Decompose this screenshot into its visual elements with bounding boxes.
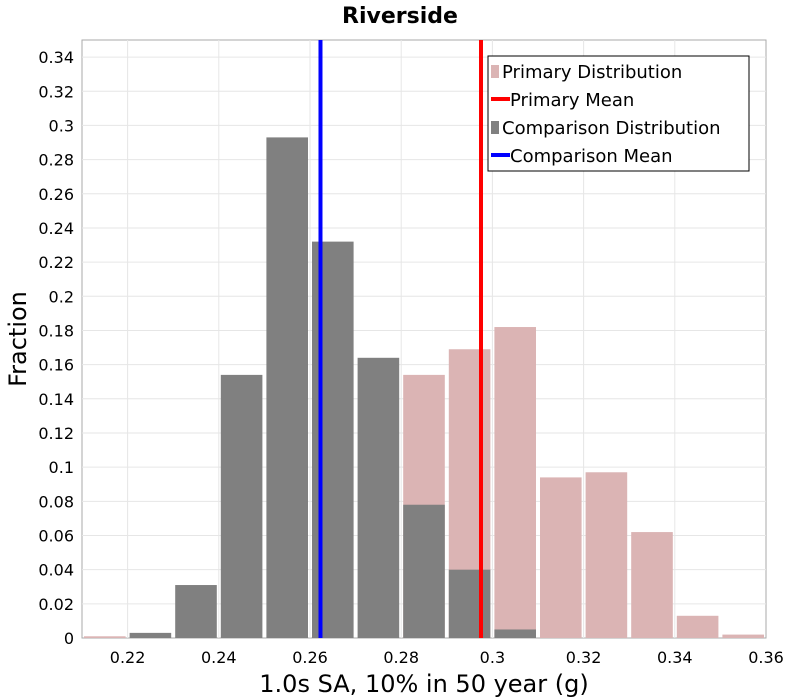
bar-primary-distribution	[540, 477, 582, 638]
bars	[84, 137, 764, 639]
bar-primary-distribution	[676, 615, 719, 638]
legend-label-primary-mean: Primary Mean	[510, 90, 634, 111]
bar-comparison-distribution	[175, 585, 217, 638]
y-tick-label: 0.24	[38, 219, 74, 238]
x-tick-label: 0.3	[480, 648, 505, 667]
bar-comparison-distribution	[312, 241, 354, 638]
y-tick-label: 0.12	[38, 424, 74, 443]
y-tick-label: 0.18	[38, 321, 74, 340]
y-tick-label: 0.3	[49, 116, 74, 135]
y-tick-label: 0.1	[49, 458, 74, 477]
legend-swatch-primary-mean	[491, 97, 510, 101]
legend-swatch-comparison-distribution	[491, 121, 499, 134]
y-axis-label: Fraction	[4, 291, 32, 387]
y-tick-label: 0.08	[38, 492, 74, 511]
bar-comparison-distribution	[403, 504, 445, 638]
y-tick-label: 0.02	[38, 595, 74, 614]
x-tick-label: 0.36	[748, 648, 784, 667]
legend-swatch-primary-distribution	[491, 65, 499, 78]
legend: Primary Distribution Primary Mean Compar…	[487, 55, 750, 172]
mean-lines	[318, 40, 483, 638]
bar-comparison-distribution	[266, 137, 308, 639]
bar-primary-distribution	[631, 532, 673, 638]
legend-label-primary-distribution: Primary Distribution	[502, 62, 682, 83]
y-tick-label: 0	[64, 629, 74, 648]
legend-label-comparison-mean: Comparison Mean	[510, 146, 673, 167]
y-tick-label: 0.28	[38, 151, 74, 170]
y-tick-label: 0.04	[38, 561, 74, 580]
y-tick-label: 0.32	[38, 82, 74, 101]
legend-label-comparison-distribution: Comparison Distribution	[502, 118, 721, 139]
bar-comparison-distribution	[448, 569, 491, 638]
y-tick-label: 0.2	[49, 287, 74, 306]
bar-primary-distribution	[585, 472, 628, 638]
y-tick-label: 0.06	[38, 526, 74, 545]
bar-comparison-distribution	[129, 632, 172, 638]
y-axis-ticks: 0 0.02 0.04 0.06 0.08 0.1 0.12 0.14 0.16 0.18 0.2 0…	[38, 48, 74, 648]
y-tick-label: 0.34	[38, 48, 74, 67]
bar-primary-distribution	[722, 634, 764, 638]
x-axis-ticks: 0.22 0.24 0.26 0.28 0.3 0.32 0.34 0.36	[110, 648, 784, 667]
y-tick-label: 0.22	[38, 253, 74, 272]
bar-comparison-distribution	[220, 374, 263, 638]
x-tick-label: 0.34	[657, 648, 693, 667]
x-tick-label: 0.26	[292, 648, 328, 667]
bar-comparison-distribution	[494, 629, 536, 638]
y-tick-label: 0.16	[38, 356, 74, 375]
bar-comparison-distribution	[357, 357, 400, 638]
x-tick-label: 0.24	[201, 648, 237, 667]
y-tick-label: 0.26	[38, 185, 74, 204]
y-tick-label: 0.14	[38, 390, 74, 409]
x-tick-label: 0.32	[566, 648, 602, 667]
legend-box	[487, 55, 750, 172]
bar-primary-distribution	[494, 327, 536, 638]
chart-title: Riverside	[342, 4, 458, 29]
x-axis-label: 1.0s SA, 10% in 50 year (g)	[259, 670, 588, 698]
x-tick-label: 0.28	[383, 648, 419, 667]
legend-swatch-comparison-mean	[491, 153, 510, 157]
bar-primary-distribution	[84, 636, 126, 638]
x-tick-label: 0.22	[110, 648, 146, 667]
